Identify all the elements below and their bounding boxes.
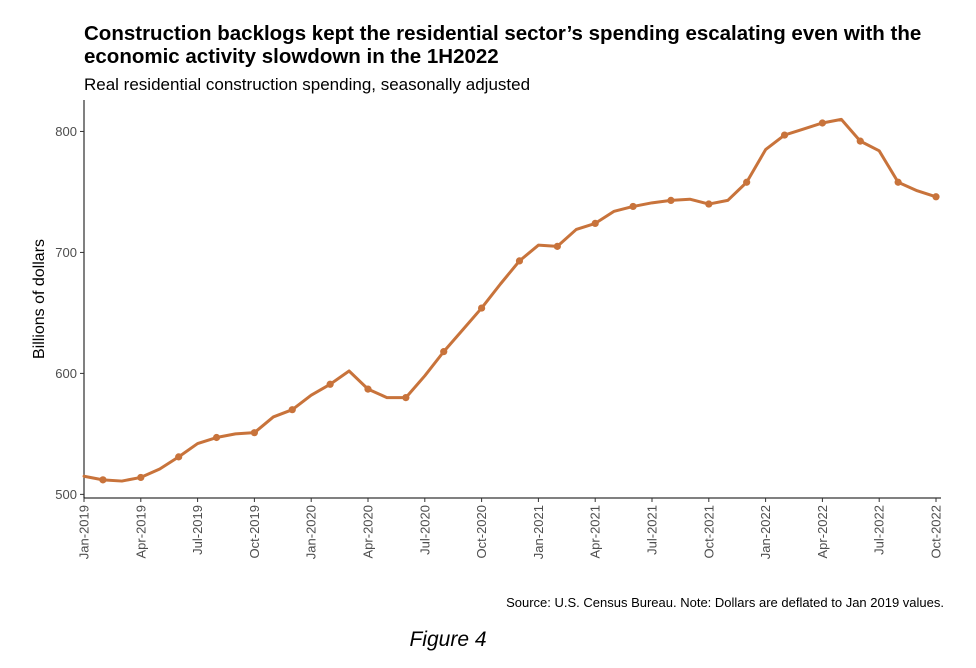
x-tick-label: Apr-2021 [588, 505, 603, 558]
x-tick-label: Jan-2022 [758, 505, 773, 559]
x-tick-label: Jan-2020 [304, 505, 319, 559]
y-tick-label: 800 [55, 124, 77, 139]
x-tick-label: Oct-2021 [701, 505, 716, 558]
x-tick-label: Jul-2022 [872, 505, 887, 555]
data-point [478, 304, 486, 312]
chart-subtitle: Real residential construction spending, … [84, 75, 531, 94]
data-point [250, 429, 258, 437]
data-point [856, 137, 864, 145]
data-point [780, 131, 789, 139]
data-point [667, 196, 675, 205]
data-point [591, 219, 599, 227]
data-point [288, 406, 296, 414]
x-tick-label: Oct-2022 [929, 505, 944, 558]
data-point [818, 119, 827, 127]
data-point [99, 476, 107, 484]
x-tick-label: Jul-2021 [645, 505, 660, 555]
x-tick-label: Jul-2020 [417, 505, 432, 555]
data-point [175, 453, 183, 461]
data-point [515, 257, 524, 265]
data-point [364, 385, 372, 393]
x-tick-label: Apr-2022 [815, 505, 830, 558]
x-axis-ticks: Jan-2019 Apr-2019 Jul-2019 Oct-2019 Jan-2020… [77, 498, 944, 559]
y-axis-ticks: 500 600 700 800 [55, 124, 84, 502]
x-tick-label: Apr-2019 [133, 505, 148, 558]
data-point [137, 473, 145, 482]
x-tick-label: Oct-2020 [474, 505, 489, 558]
data-point [553, 242, 561, 250]
data-point [440, 348, 448, 356]
data-point [894, 178, 902, 186]
series-points [99, 119, 940, 484]
data-point [629, 202, 637, 211]
x-tick-label: Oct-2019 [247, 505, 262, 558]
x-tick-label: Apr-2020 [361, 505, 376, 558]
x-tick-label: Jan-2019 [77, 505, 92, 559]
data-point [743, 178, 751, 186]
x-tick-label: Jan-2021 [531, 505, 546, 559]
data-point [705, 200, 713, 208]
y-tick-label: 500 [55, 487, 77, 502]
chart-title: Construction backlogs kept the residenti… [84, 22, 922, 68]
y-axis-title: Billions of dollars [31, 239, 48, 359]
series-line [82, 117, 938, 483]
y-tick-label: 700 [55, 245, 77, 260]
data-point [326, 380, 334, 388]
figure-label: Figure 4 [409, 628, 487, 651]
y-tick-label: 600 [55, 366, 77, 381]
data-point [212, 433, 221, 442]
chart-caption: Source: U.S. Census Bureau. Note: Dollar… [506, 595, 944, 610]
data-point [932, 193, 940, 201]
data-point [402, 393, 410, 402]
x-tick-label: Jul-2019 [190, 505, 205, 555]
